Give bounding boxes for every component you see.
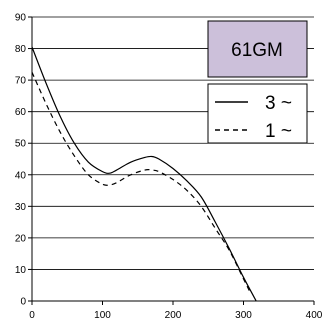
y-tick-label-2: 20 [15, 233, 27, 244]
series-lines [31, 46, 257, 302]
y-tick-label-6: 60 [15, 107, 27, 118]
y-tick-label-9: 90 [15, 13, 27, 24]
legend-frame [207, 83, 308, 144]
x-tick-label-3: 300 [235, 310, 252, 321]
y-tick-label-7: 70 [15, 76, 27, 87]
title-box: 61GM [207, 20, 308, 78]
tick-marks [28, 16, 315, 305]
x-tick-label-1: 100 [94, 310, 111, 321]
y-tick-label-4: 40 [15, 170, 27, 181]
title-box-text: 61GM [231, 40, 283, 61]
x-tick-label-2: 200 [165, 310, 182, 321]
tick-labels: 0 10 20 30 40 50 60 70 80 90 0 100 200 300 400 [15, 13, 323, 322]
series-line-2 [31, 71, 252, 294]
y-tick-label-1: 10 [15, 265, 27, 276]
series-line-1 [31, 46, 257, 302]
y-tick-label-5: 50 [15, 139, 27, 150]
y-tick-label-3: 30 [15, 202, 27, 213]
legend-label-series-2: 1 ~ [265, 121, 292, 142]
legend-label-series-1: 3 ~ [265, 93, 292, 114]
legend: 3 ~ 1 ~ [207, 83, 308, 144]
y-tick-label-8: 80 [15, 44, 27, 55]
x-tick-label-0: 0 [29, 310, 35, 321]
y-tick-label-0: 0 [20, 297, 26, 308]
title-box-background [207, 20, 308, 78]
grid-lines [32, 16, 314, 270]
x-tick-label-4: 400 [306, 310, 323, 321]
